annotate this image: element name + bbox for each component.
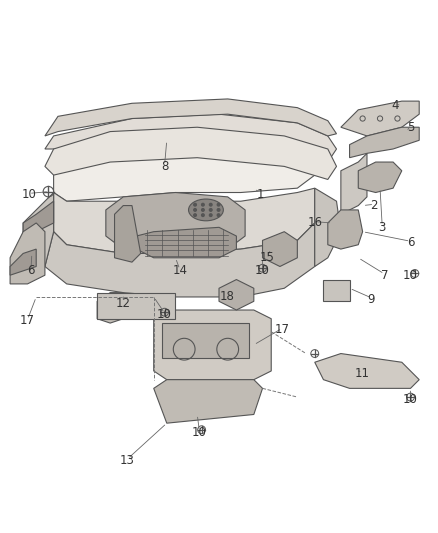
Polygon shape	[23, 201, 53, 240]
Polygon shape	[23, 192, 53, 266]
Text: 17: 17	[275, 323, 290, 336]
Polygon shape	[45, 223, 315, 297]
Polygon shape	[53, 188, 315, 254]
Text: 10: 10	[192, 426, 207, 439]
Polygon shape	[10, 223, 45, 284]
Text: 15: 15	[259, 251, 274, 264]
Text: 16: 16	[307, 216, 322, 230]
Polygon shape	[106, 192, 245, 254]
Circle shape	[209, 204, 212, 206]
Polygon shape	[45, 114, 336, 162]
Ellipse shape	[154, 133, 197, 143]
Text: 14: 14	[172, 264, 187, 277]
Polygon shape	[97, 293, 123, 323]
Text: 8: 8	[161, 160, 168, 173]
Text: 10: 10	[403, 269, 418, 282]
Polygon shape	[341, 154, 367, 214]
Polygon shape	[115, 206, 141, 262]
Polygon shape	[154, 310, 271, 379]
Polygon shape	[315, 188, 341, 266]
Text: 2: 2	[370, 199, 377, 212]
Polygon shape	[162, 323, 250, 358]
Circle shape	[201, 204, 204, 206]
Polygon shape	[219, 279, 254, 310]
Text: 18: 18	[219, 290, 234, 303]
Polygon shape	[350, 127, 419, 158]
Text: 6: 6	[27, 264, 35, 277]
Polygon shape	[53, 144, 315, 201]
Text: 10: 10	[403, 393, 418, 406]
Text: 5: 5	[407, 121, 414, 134]
Text: 17: 17	[20, 314, 35, 327]
Polygon shape	[358, 162, 402, 192]
Text: 6: 6	[407, 236, 414, 249]
Polygon shape	[45, 99, 336, 136]
Text: 10: 10	[157, 308, 172, 321]
Text: 10: 10	[255, 264, 270, 277]
Text: 3: 3	[378, 221, 386, 234]
Text: 12: 12	[116, 297, 131, 310]
Polygon shape	[136, 228, 237, 258]
Text: 1: 1	[257, 188, 264, 201]
Polygon shape	[323, 279, 350, 301]
Circle shape	[194, 208, 196, 211]
Text: 9: 9	[367, 293, 375, 305]
Polygon shape	[315, 353, 419, 389]
Polygon shape	[262, 232, 297, 266]
Text: 4: 4	[392, 99, 399, 112]
Circle shape	[201, 214, 204, 216]
Text: 10: 10	[21, 188, 36, 201]
Circle shape	[194, 214, 196, 216]
Text: 11: 11	[355, 367, 370, 379]
Circle shape	[201, 208, 204, 211]
Text: 13: 13	[120, 454, 135, 467]
Polygon shape	[97, 293, 176, 319]
Circle shape	[209, 214, 212, 216]
Polygon shape	[45, 127, 336, 180]
Ellipse shape	[188, 199, 223, 221]
Circle shape	[217, 208, 220, 211]
Circle shape	[217, 214, 220, 216]
Circle shape	[194, 204, 196, 206]
Polygon shape	[154, 379, 262, 423]
Polygon shape	[328, 210, 363, 249]
Text: 7: 7	[381, 269, 388, 282]
Polygon shape	[341, 101, 419, 136]
Circle shape	[209, 208, 212, 211]
Polygon shape	[10, 249, 36, 275]
Circle shape	[217, 204, 220, 206]
